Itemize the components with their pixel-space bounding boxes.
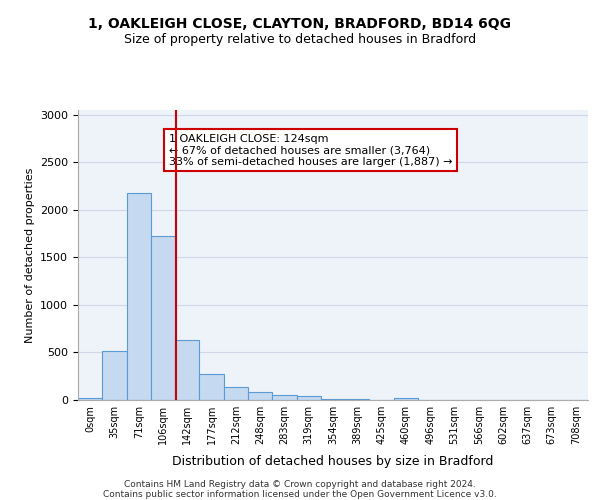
Text: Contains HM Land Registry data © Crown copyright and database right 2024.
Contai: Contains HM Land Registry data © Crown c… <box>103 480 497 500</box>
Text: 1 OAKLEIGH CLOSE: 124sqm
← 67% of detached houses are smaller (3,764)
33% of sem: 1 OAKLEIGH CLOSE: 124sqm ← 67% of detach… <box>169 134 452 167</box>
Bar <box>224 386 248 400</box>
Bar <box>151 236 175 400</box>
X-axis label: Distribution of detached houses by size in Bradford: Distribution of detached houses by size … <box>172 456 494 468</box>
Bar <box>321 398 345 400</box>
Bar <box>345 399 370 400</box>
Bar <box>394 398 418 400</box>
Bar <box>248 392 272 400</box>
Bar <box>78 398 102 400</box>
Y-axis label: Number of detached properties: Number of detached properties <box>25 168 35 342</box>
Bar <box>175 340 199 400</box>
Bar <box>272 395 296 400</box>
Bar <box>296 396 321 400</box>
Text: Size of property relative to detached houses in Bradford: Size of property relative to detached ho… <box>124 32 476 46</box>
Text: 1, OAKLEIGH CLOSE, CLAYTON, BRADFORD, BD14 6QG: 1, OAKLEIGH CLOSE, CLAYTON, BRADFORD, BD… <box>89 18 511 32</box>
Bar <box>199 374 224 400</box>
Bar <box>127 192 151 400</box>
Bar <box>102 350 127 400</box>
